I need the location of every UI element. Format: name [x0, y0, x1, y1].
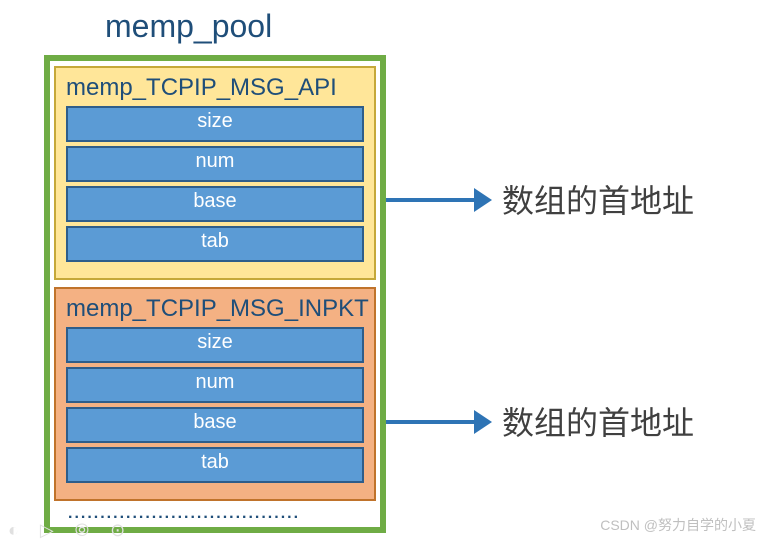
- arrow-label: 数组的首地址: [502, 176, 694, 222]
- arrow-line: [386, 198, 474, 202]
- field-base: base: [66, 186, 364, 222]
- struct-box-inpkt: memp_TCPIP_MSG_INPKT size num base tab: [54, 287, 376, 501]
- arrow-label: 数组的首地址: [502, 398, 694, 444]
- field-size: size: [66, 327, 364, 363]
- arrow-head-icon: [474, 188, 492, 212]
- diagram-title: memp_pool: [105, 8, 272, 45]
- field-tab: tab: [66, 447, 364, 483]
- field-num: num: [66, 367, 364, 403]
- struct-title: memp_TCPIP_MSG_INPKT: [66, 295, 364, 323]
- arrow-line: [386, 420, 474, 424]
- field-size: size: [66, 106, 364, 142]
- field-base: base: [66, 407, 364, 443]
- field-tab: tab: [66, 226, 364, 262]
- watermark-text: CSDN @努力自学的小夏: [600, 515, 756, 535]
- arrow-head-icon: [474, 410, 492, 434]
- struct-title: memp_TCPIP_MSG_API: [66, 74, 364, 102]
- field-num: num: [66, 146, 364, 182]
- struct-box-api: memp_TCPIP_MSG_API size num base tab: [54, 66, 376, 280]
- watermark-icons: ◐ ▷ ⦾ ⊙: [8, 520, 133, 541]
